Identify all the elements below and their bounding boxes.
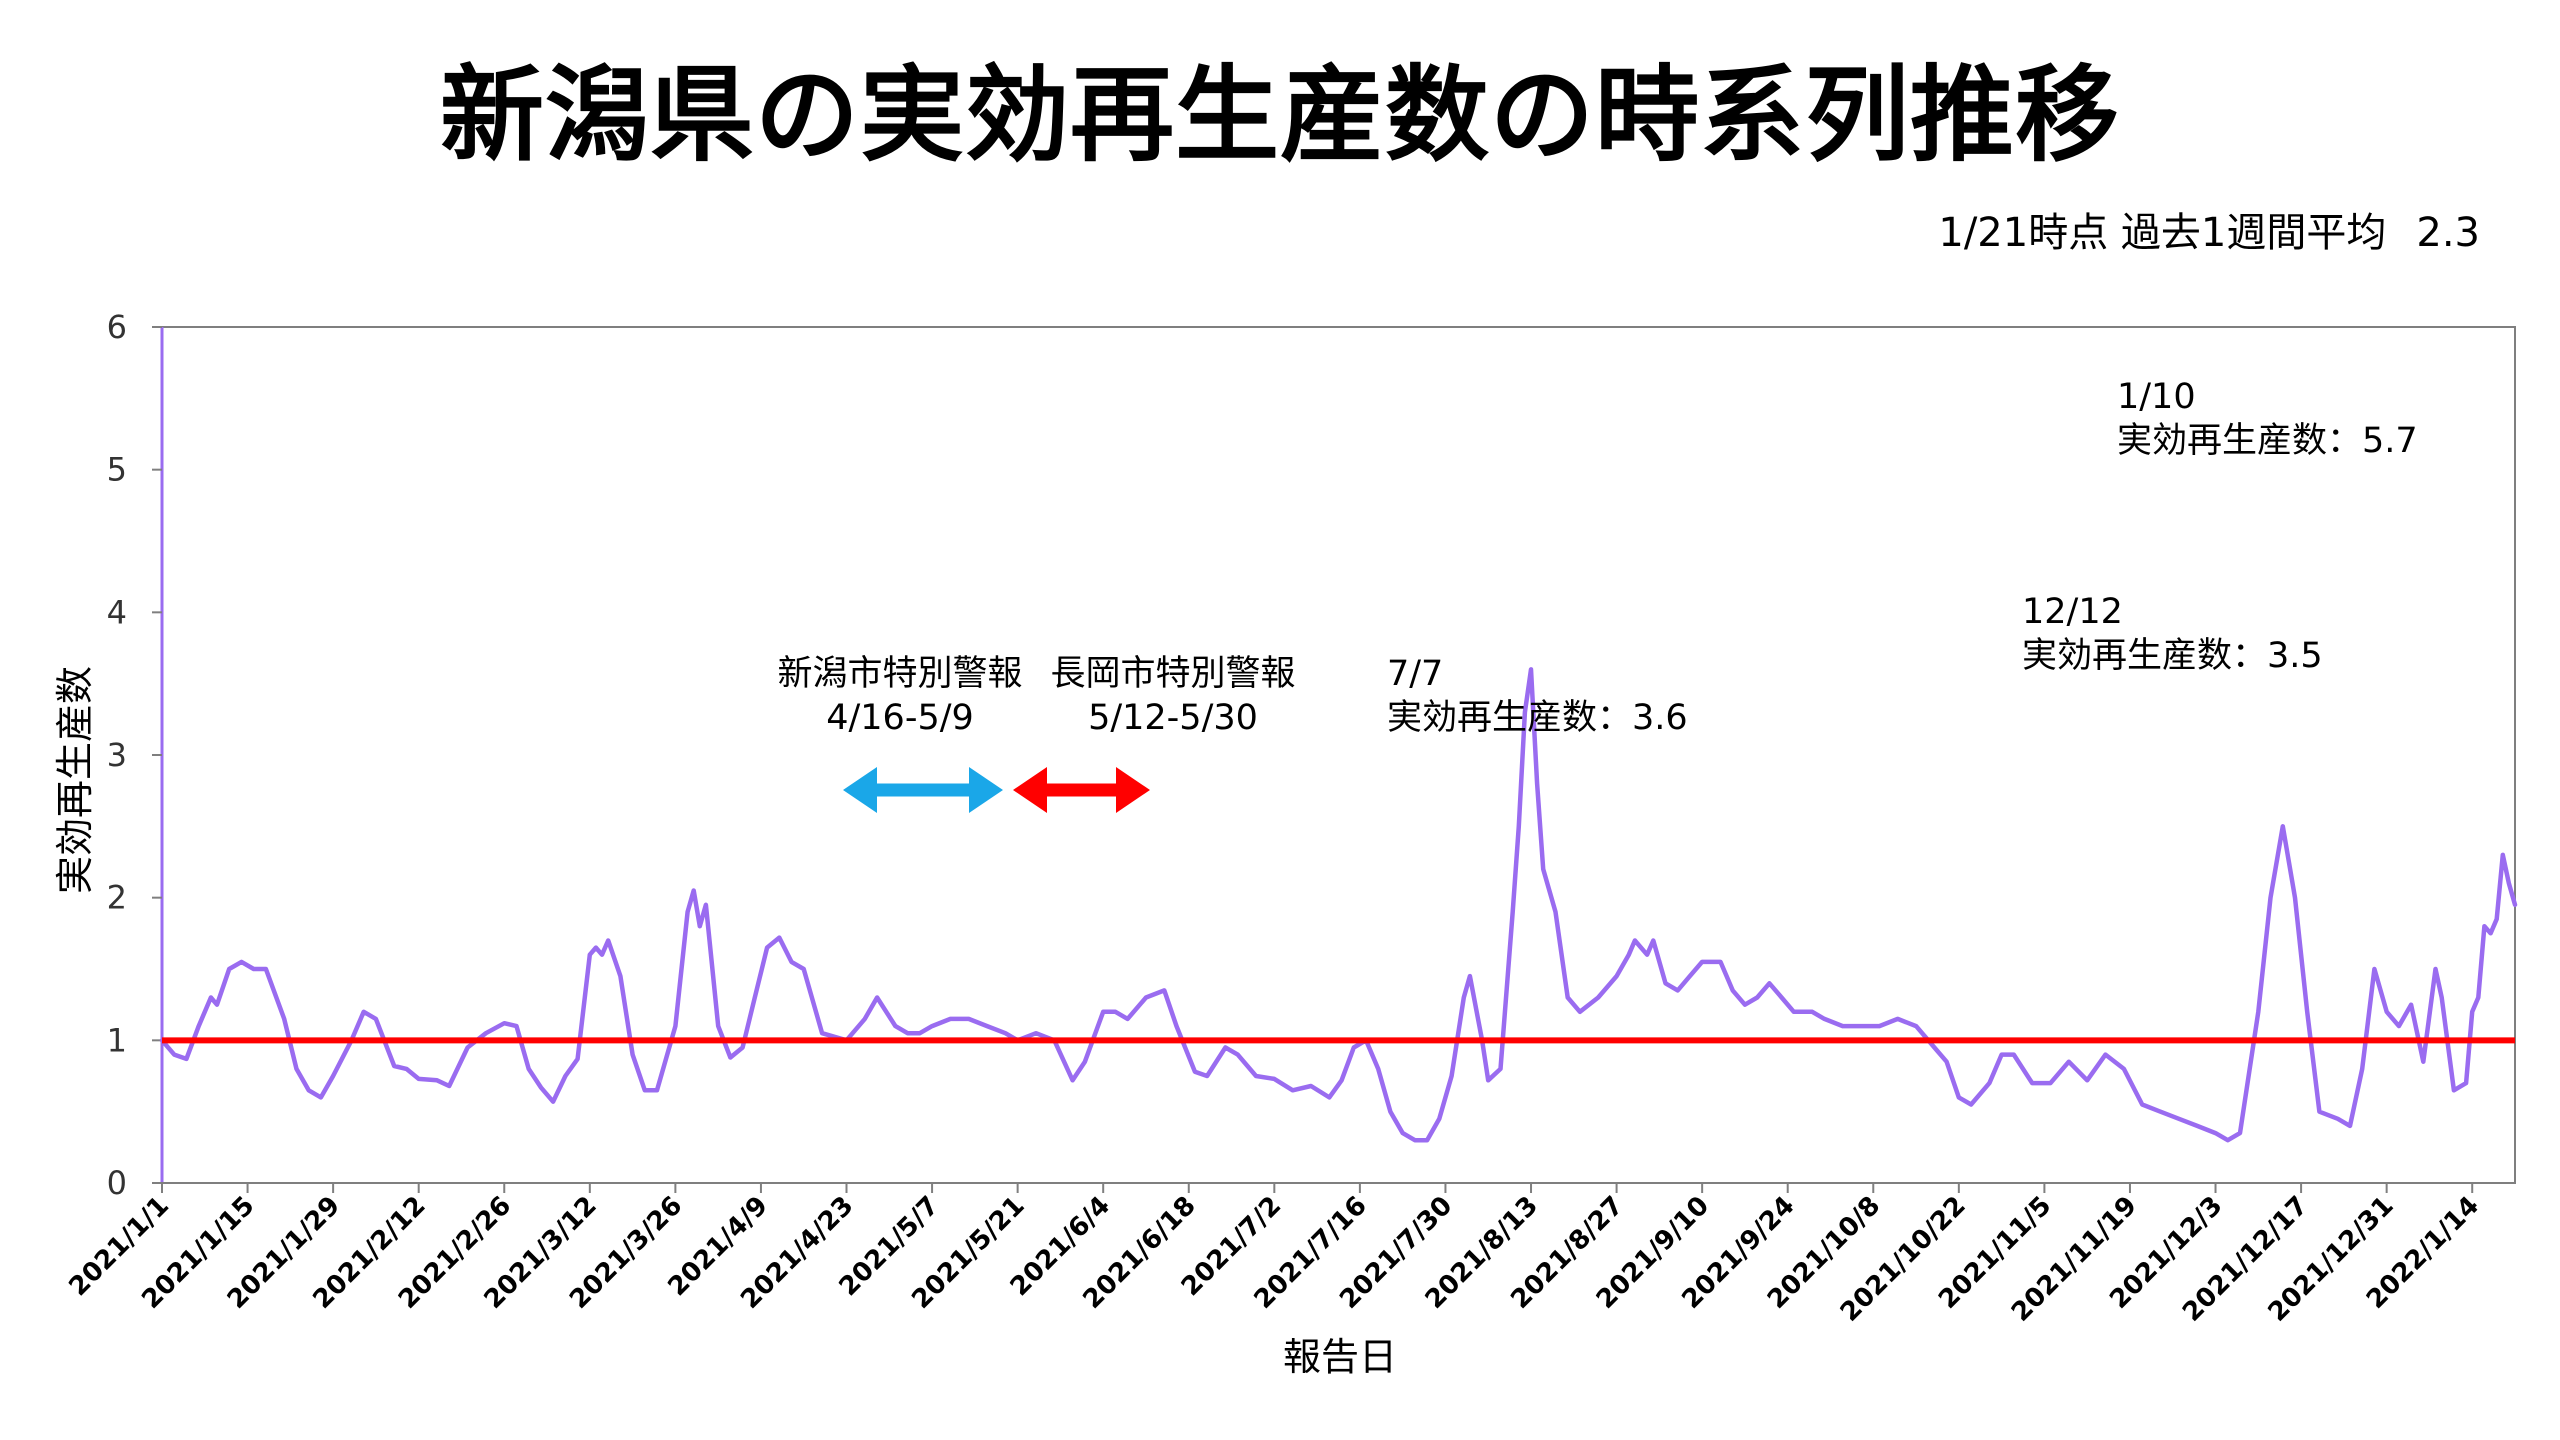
series-line xyxy=(159,667,2518,1143)
series-layer xyxy=(159,667,2518,1143)
subtitle: 1/21時点 過去1週間平均 2.3 xyxy=(1938,200,2480,258)
y-tick-label: 3 xyxy=(107,736,127,774)
nagaoka-alert-arrow xyxy=(1013,767,1150,813)
y-tick-label: 2 xyxy=(107,879,127,917)
annotation-text: 7/7 xyxy=(1387,654,1443,694)
annotation-text: 実効再生産数：3.5 xyxy=(2022,636,2323,676)
y-tick-label: 1 xyxy=(107,1021,127,1059)
y-axis-title: 実効再生産数 xyxy=(53,666,97,894)
annotation-text: 5/12-5/30 xyxy=(1088,698,1258,738)
annotation-text: 4/16-5/9 xyxy=(826,698,974,738)
annotation-text: 新潟市特別警報 xyxy=(777,654,1022,694)
annotation-text: 1/10 xyxy=(2117,377,2196,417)
x-axis-title: 報告日 xyxy=(1283,1335,1397,1379)
annotation-text: 実効再生産数：3.6 xyxy=(1387,698,1688,738)
annotation-text: 実効再生産数：5.7 xyxy=(2117,421,2418,461)
subtitle-label: 1/21時点 過去1週間平均 xyxy=(1938,210,2387,256)
y-tick-label: 4 xyxy=(107,593,127,631)
subtitle-value: 2.3 xyxy=(2416,210,2480,256)
y-axis: 0 1 2 3 4 5 6 xyxy=(107,308,162,1202)
niigata-alert-arrow xyxy=(843,767,1003,813)
y-tick-label: 5 xyxy=(107,451,127,489)
annotation-layer: 新潟市特別警報4/16-5/9長岡市特別警報5/12-5/307/7実効再生産数… xyxy=(777,377,2417,738)
y-tick-label: 6 xyxy=(107,308,127,346)
annotation-text: 長岡市特別警報 xyxy=(1050,654,1295,694)
chart-title: 新潟県の実効再生産数の時系列推移 xyxy=(439,54,2120,176)
y-tick-label: 0 xyxy=(107,1164,127,1202)
annotation-text: 12/12 xyxy=(2022,592,2123,632)
x-axis: 2021/1/12021/1/152021/1/292021/2/122021/… xyxy=(64,1183,2485,1328)
arrow-layer xyxy=(843,767,1150,813)
